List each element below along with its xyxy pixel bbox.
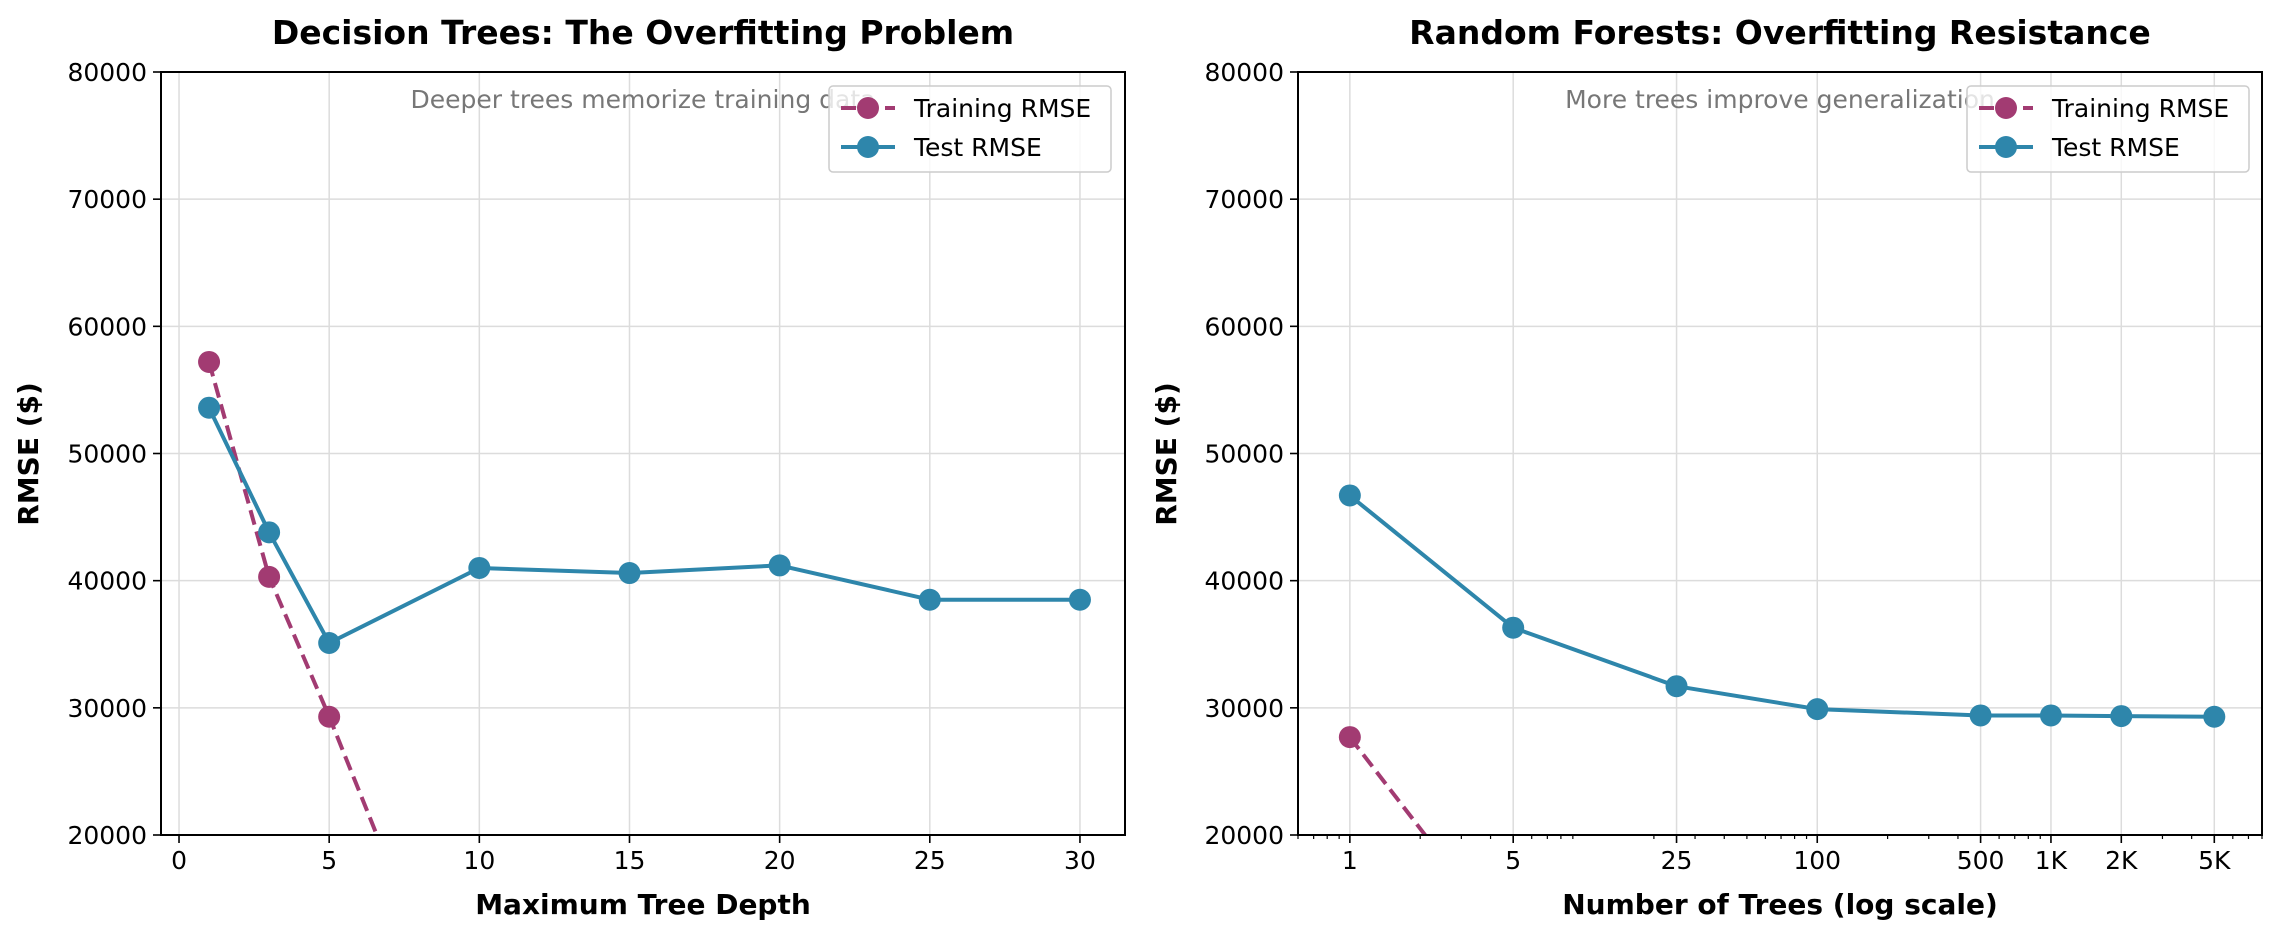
- x-tick-label: 100: [1793, 846, 1841, 875]
- data-point-test: [258, 521, 281, 544]
- series-group: [1338, 484, 2226, 835]
- y-tick-label: 20000: [67, 821, 147, 850]
- chart-title: Decision Trees: The Overfitting Problem: [272, 13, 1014, 52]
- legend: Training RMSE Test RMSE: [828, 85, 1112, 173]
- x-tick-label: 1: [1342, 846, 1358, 875]
- data-point-test: [2039, 704, 2062, 727]
- data-point-training: [318, 705, 341, 728]
- annotation-text: More trees improve generalization: [1565, 85, 1995, 114]
- data-point-test: [1338, 484, 1361, 507]
- x-tick-label: 500: [1957, 846, 2005, 875]
- grid: [161, 71, 1125, 836]
- plot-frame: [160, 71, 1126, 836]
- decision-tree-chart: Decision Trees: The Overfitting Problem …: [12, 13, 1126, 921]
- y-tick-label: 40000: [67, 567, 147, 596]
- data-point-test: [1068, 588, 1091, 611]
- legend: Training RMSE Test RMSE: [1966, 85, 2250, 173]
- x-tick-label: 1K: [2035, 846, 2068, 875]
- x-tick-label: 5K: [2198, 846, 2231, 875]
- legend-label: Training RMSE: [2051, 94, 2229, 123]
- annotation-text: Deeper trees memorize training data: [411, 85, 876, 114]
- x-tick-label: 10: [463, 846, 495, 875]
- y-tick-label: 50000: [1204, 440, 1284, 469]
- y-tick-label: 30000: [67, 694, 147, 723]
- legend-box: [1966, 85, 2250, 173]
- data-point-test: [1665, 675, 1688, 698]
- data-point-test: [1969, 704, 1992, 727]
- x-tick-label: 20: [764, 846, 796, 875]
- x-tick-label: 5: [1505, 846, 1521, 875]
- x-axis-label: Maximum Tree Depth: [475, 888, 811, 921]
- data-point-test: [198, 396, 221, 419]
- x-axis-label: Number of Trees (log scale): [1562, 888, 1998, 921]
- y-tick-label: 70000: [1204, 185, 1284, 214]
- series-line-test: [1348, 493, 2215, 719]
- data-point-test: [618, 562, 641, 585]
- legend-swatch-marker: [857, 136, 879, 158]
- data-point-training: [258, 565, 281, 588]
- random-forest-chart: Random Forests: Overfitting Resistance N…: [1150, 13, 2263, 921]
- legend-label: Test RMSE: [913, 133, 1042, 162]
- legend-label: Test RMSE: [2051, 133, 2180, 162]
- data-point-test: [1502, 616, 1525, 639]
- y-tick-label: 30000: [1204, 694, 1284, 723]
- legend-box: [828, 85, 1112, 173]
- data-point-test: [1806, 698, 1829, 721]
- y-tick-label: 20000: [1204, 821, 1284, 850]
- series-line-training: [207, 361, 380, 835]
- x-tick-label: 15: [614, 846, 646, 875]
- legend-swatch-marker: [857, 97, 879, 119]
- data-point-test: [2110, 705, 2133, 728]
- x-tick-label: 30: [1064, 846, 1096, 875]
- plot-frame: [1297, 71, 2263, 836]
- data-point-test: [318, 631, 341, 654]
- series-group: [198, 350, 1091, 835]
- data-point-test: [468, 556, 491, 579]
- series-line-test: [207, 406, 1080, 645]
- x-tick-label: 2K: [2105, 846, 2138, 875]
- data-point-test: [2203, 705, 2226, 728]
- legend-swatch-marker: [1995, 97, 2017, 119]
- x-tick-label: 5: [321, 846, 337, 875]
- x-tick-label: 0: [171, 846, 187, 875]
- chart-title: Random Forests: Overfitting Resistance: [1409, 13, 2151, 52]
- y-tick-label: 40000: [1204, 567, 1284, 596]
- data-point-training: [198, 350, 221, 373]
- legend-swatch-marker: [1995, 136, 2017, 158]
- x-tick-label: 25: [914, 846, 946, 875]
- y-axis-label: RMSE ($): [12, 382, 45, 526]
- data-point-training: [1338, 726, 1361, 749]
- y-tick-label: 70000: [67, 185, 147, 214]
- y-tick-label: 60000: [1204, 312, 1284, 341]
- y-axis-label: RMSE ($): [1150, 382, 1183, 526]
- y-tick-label: 80000: [67, 58, 147, 87]
- data-point-test: [768, 554, 791, 577]
- y-tick-label: 80000: [1204, 58, 1284, 87]
- x-tick-label: 25: [1661, 846, 1693, 875]
- legend-label: Training RMSE: [913, 94, 1091, 123]
- y-tick-label: 60000: [67, 312, 147, 341]
- y-tick-label: 50000: [67, 440, 147, 469]
- data-point-test: [918, 588, 941, 611]
